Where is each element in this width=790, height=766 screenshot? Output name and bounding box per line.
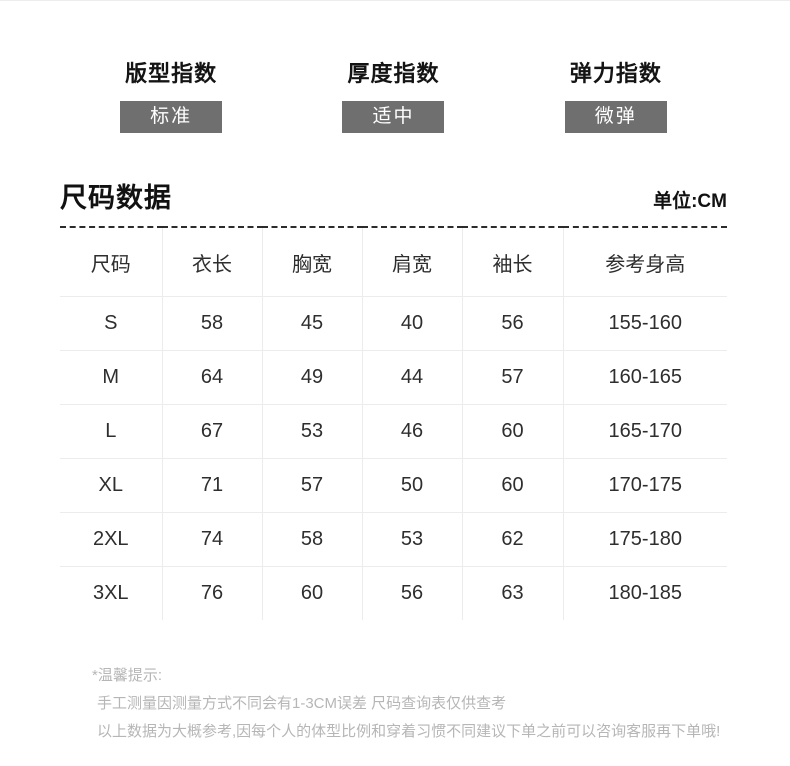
size-table: 尺码 衣长 胸宽 肩宽 袖长 参考身高 S 58 45 40 56 155-160 M 64 49 44 57… <box>60 226 727 620</box>
table-cell: 76 <box>161 566 262 620</box>
table-cell: M <box>60 350 162 405</box>
footnote-title: *温馨提示: <box>92 667 163 684</box>
size-section-header: 尺码数据 单位:CM <box>60 176 727 226</box>
index-item-fit: 版型指数 标准 <box>60 56 282 133</box>
product-indices: 版型指数 标准 厚度指数 适中 弹力指数 微弹 <box>60 56 727 133</box>
size-unit-label: 单位:CM <box>653 191 727 212</box>
table-header-cell: 胸宽 <box>261 227 362 297</box>
table-cell: 50 <box>361 458 462 513</box>
index-item-elasticity: 弹力指数 微弹 <box>505 56 727 133</box>
thickness-index-badge: 适中 <box>342 101 445 133</box>
table-row: L 67 53 46 60 165-170 <box>60 404 727 459</box>
table-header-cell: 衣长 <box>161 227 262 297</box>
table-cell: 58 <box>261 512 362 567</box>
table-cell: XL <box>60 458 162 513</box>
footnote-line: 手工测量因测量方式不同会有1-3CM误差 尺码查询表仅供查考 <box>97 695 507 712</box>
table-cell: L <box>60 404 162 459</box>
table-cell: 60 <box>461 404 563 459</box>
table-cell: 56 <box>361 566 462 620</box>
table-cell: 74 <box>161 512 262 567</box>
table-cell: 53 <box>361 512 462 567</box>
table-cell: 63 <box>461 566 563 620</box>
table-header-cell: 肩宽 <box>361 227 462 297</box>
table-cell: 175-180 <box>562 512 727 567</box>
table-row: S 58 45 40 56 155-160 <box>60 296 727 351</box>
footnotes: *温馨提示: 手工测量因测量方式不同会有1-3CM误差 尺码查询表仅供查考 以上… <box>60 662 727 746</box>
table-cell: 2XL <box>60 512 162 567</box>
footnote-line: 以上数据为大概参考,因每个人的体型比例和穿着习惯不同建议下单之前可以咨询客服再下… <box>97 723 721 740</box>
table-cell: 45 <box>261 296 362 351</box>
table-cell: 170-175 <box>562 458 727 513</box>
table-cell: 46 <box>361 404 462 459</box>
table-cell: 58 <box>161 296 262 351</box>
table-cell: 160-165 <box>562 350 727 405</box>
table-cell: 53 <box>261 404 362 459</box>
table-header-cell: 参考身高 <box>562 227 727 297</box>
table-cell: 180-185 <box>562 566 727 620</box>
table-cell: 60 <box>461 458 563 513</box>
size-table-head: 尺码 衣长 胸宽 肩宽 袖长 参考身高 <box>60 227 727 297</box>
table-cell: 165-170 <box>562 404 727 459</box>
table-cell: 44 <box>361 350 462 405</box>
table-cell: 67 <box>161 404 262 459</box>
fit-index-badge: 标准 <box>120 101 223 133</box>
table-header-cell: 尺码 <box>90 253 131 276</box>
table-cell: 62 <box>461 512 563 567</box>
elasticity-index-badge: 微弹 <box>564 101 667 133</box>
table-header-cell: 袖长 <box>461 227 563 297</box>
fit-index-label: 版型指数 <box>125 61 218 86</box>
table-cell: 64 <box>161 350 262 405</box>
table-cell: 56 <box>461 296 563 351</box>
table-row: 3XL 76 60 56 63 180-185 <box>60 566 727 620</box>
table-row: M 64 49 44 57 160-165 <box>60 350 727 405</box>
table-row: 2XL 74 58 53 62 175-180 <box>60 512 727 567</box>
elasticity-index-label: 弹力指数 <box>569 61 662 86</box>
index-item-thickness: 厚度指数 适中 <box>282 56 504 133</box>
table-cell: 155-160 <box>562 296 727 351</box>
table-cell: 40 <box>361 296 462 351</box>
table-cell: 49 <box>261 350 362 405</box>
table-cell: S <box>60 296 162 351</box>
table-cell: 3XL <box>60 566 162 620</box>
table-cell: 57 <box>461 350 563 405</box>
table-row: XL 71 57 50 60 170-175 <box>60 458 727 513</box>
table-cell: 71 <box>161 458 262 513</box>
thickness-index-label: 厚度指数 <box>347 61 440 86</box>
size-section-title: 尺码数据 <box>60 183 172 213</box>
table-header-row: 尺码 衣长 胸宽 肩宽 袖长 参考身高 <box>60 227 727 297</box>
table-cell: 60 <box>261 566 362 620</box>
table-cell: 57 <box>261 458 362 513</box>
size-table-body: S 58 45 40 56 155-160 M 64 49 44 57 160-165 L 67 53 46 6… <box>60 296 727 620</box>
